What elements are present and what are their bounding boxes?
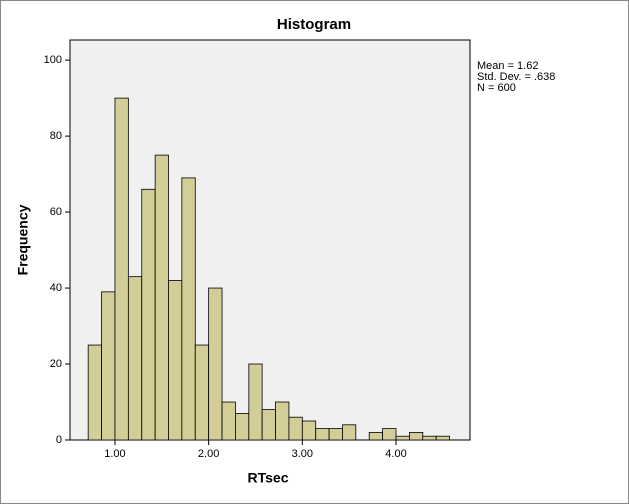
chart-title: Histogram: [277, 16, 351, 33]
bar: [328, 428, 343, 441]
y-axis-label: Frequency: [15, 204, 31, 275]
bar: [235, 413, 250, 441]
x-axis-label: RTsec: [248, 470, 289, 486]
bar: [87, 344, 102, 441]
bar: [101, 291, 116, 441]
stats-text: Mean = 1.62: [477, 60, 538, 72]
bar: [395, 435, 410, 441]
x-tick-label: 2.00: [198, 448, 219, 460]
bar: [368, 432, 383, 441]
bar: [208, 287, 223, 441]
bar: [382, 428, 397, 441]
x-tick-label: 3.00: [292, 448, 313, 460]
y-tick-label: 40: [50, 282, 62, 294]
bar: [408, 432, 424, 441]
bar: [422, 435, 437, 441]
stats-text: N = 600: [477, 82, 516, 94]
bar: [288, 416, 303, 441]
bar: [261, 409, 276, 441]
bar: [221, 401, 236, 441]
bar: [127, 276, 143, 441]
bar: [154, 154, 169, 441]
x-tick-label: 4.00: [385, 448, 406, 460]
y-tick-label: 0: [56, 434, 62, 446]
bar: [315, 428, 330, 441]
y-tick-label: 20: [50, 358, 62, 370]
bar: [435, 435, 450, 441]
bar: [141, 188, 156, 441]
bar: [114, 97, 129, 441]
bar: [194, 344, 210, 441]
bar: [301, 420, 317, 441]
bar: [181, 177, 196, 441]
y-tick-label: 100: [44, 54, 62, 66]
y-tick-label: 80: [50, 130, 62, 142]
bar: [168, 280, 183, 441]
bar: [342, 424, 357, 441]
y-tick-label: 60: [50, 206, 62, 218]
bar: [248, 363, 263, 441]
x-tick-label: 1.00: [104, 448, 125, 460]
stats-text: Std. Dev. = .638: [477, 71, 555, 83]
bar: [275, 401, 290, 441]
